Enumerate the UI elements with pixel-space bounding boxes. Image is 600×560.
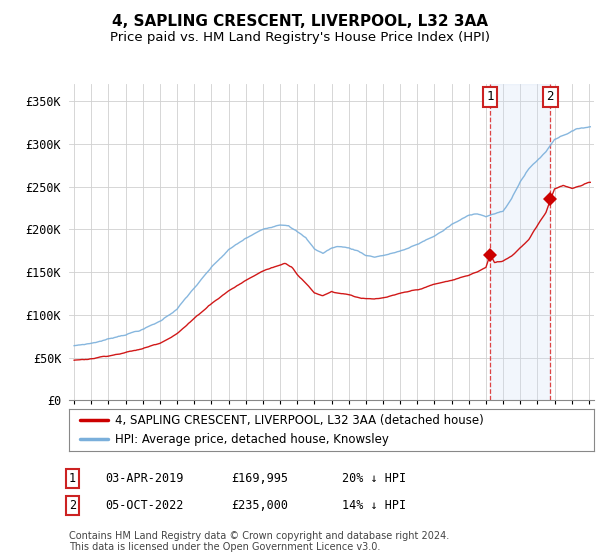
Text: £169,995: £169,995 <box>231 472 288 486</box>
Text: £235,000: £235,000 <box>231 498 288 512</box>
Text: 14% ↓ HPI: 14% ↓ HPI <box>342 498 406 512</box>
Text: 1: 1 <box>69 472 76 486</box>
Text: 05-OCT-2022: 05-OCT-2022 <box>105 498 184 512</box>
Text: Price paid vs. HM Land Registry's House Price Index (HPI): Price paid vs. HM Land Registry's House … <box>110 31 490 44</box>
Text: HPI: Average price, detached house, Knowsley: HPI: Average price, detached house, Know… <box>115 433 389 446</box>
Text: 20% ↓ HPI: 20% ↓ HPI <box>342 472 406 486</box>
Text: Contains HM Land Registry data © Crown copyright and database right 2024.
This d: Contains HM Land Registry data © Crown c… <box>69 531 449 553</box>
Bar <box>490 84 550 400</box>
Text: 03-APR-2019: 03-APR-2019 <box>105 472 184 486</box>
Text: 1: 1 <box>487 90 494 103</box>
Text: 2: 2 <box>69 498 76 512</box>
Text: 4, SAPLING CRESCENT, LIVERPOOL, L32 3AA (detached house): 4, SAPLING CRESCENT, LIVERPOOL, L32 3AA … <box>115 414 484 427</box>
Text: 4, SAPLING CRESCENT, LIVERPOOL, L32 3AA: 4, SAPLING CRESCENT, LIVERPOOL, L32 3AA <box>112 14 488 29</box>
Text: 2: 2 <box>547 90 554 103</box>
